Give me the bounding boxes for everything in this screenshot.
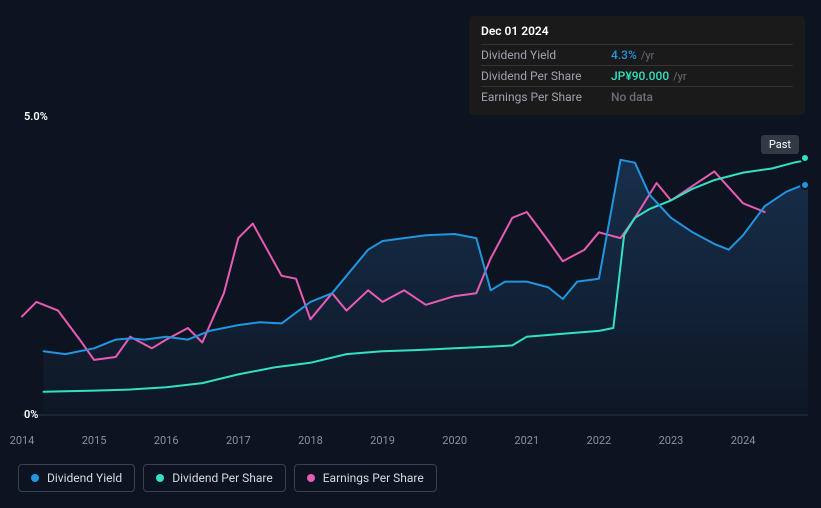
- series-end-dot: [800, 180, 810, 190]
- legend-label: Dividend Per Share: [172, 471, 273, 485]
- legend: Dividend Yield Dividend Per Share Earnings…: [18, 464, 437, 492]
- tooltip-row-value: 4.3%: [611, 48, 637, 62]
- tooltip-row-value: No data: [611, 90, 653, 104]
- x-axis-tick: 2022: [587, 434, 612, 447]
- legend-label: Earnings Per Share: [323, 471, 424, 485]
- tooltip-row-unit: /yr: [641, 49, 654, 62]
- tooltip-row-label: Dividend Yield: [481, 48, 611, 62]
- tooltip-row: Dividend Per ShareJP¥90.000/yr: [481, 65, 793, 86]
- legend-swatch: [307, 474, 315, 482]
- x-axis-tick: 2018: [298, 434, 323, 447]
- tooltip-row-value: JP¥90.000: [611, 69, 669, 83]
- chart-svg: [0, 105, 821, 445]
- past-badge: Past: [761, 135, 799, 154]
- legend-label: Dividend Yield: [47, 471, 122, 485]
- x-axis: 2014 2015 2016 2017 2018 2019 2020 2021 2022 2023…: [0, 434, 821, 450]
- legend-swatch: [156, 474, 164, 482]
- x-axis-tick: 2024: [731, 434, 756, 447]
- tooltip-row-label: Earnings Per Share: [481, 90, 611, 104]
- legend-item[interactable]: Earnings Per Share: [294, 464, 437, 492]
- chart-tooltip: Dec 01 2024 Dividend Yield4.3%/yrDividen…: [469, 16, 805, 115]
- tooltip-row-label: Dividend Per Share: [481, 69, 611, 83]
- tooltip-row: Earnings Per ShareNo data: [481, 86, 793, 107]
- tooltip-date: Dec 01 2024: [481, 24, 793, 44]
- x-axis-tick: 2016: [154, 434, 179, 447]
- y-axis-min-label: 0%: [24, 408, 38, 421]
- x-axis-tick: 2015: [82, 434, 107, 447]
- tooltip-row-unit: /yr: [673, 70, 686, 83]
- legend-item[interactable]: Dividend Yield: [18, 464, 135, 492]
- x-axis-tick: 2014: [10, 434, 35, 447]
- chart-area[interactable]: 5.0% 0% Past: [0, 105, 821, 445]
- x-axis-tick: 2021: [514, 434, 539, 447]
- y-axis-max-label: 5.0%: [24, 110, 48, 123]
- legend-swatch: [31, 474, 39, 482]
- x-axis-tick: 2017: [226, 434, 251, 447]
- x-axis-tick: 2019: [370, 434, 395, 447]
- legend-item[interactable]: Dividend Per Share: [143, 464, 286, 492]
- tooltip-row: Dividend Yield4.3% /yr: [481, 44, 793, 65]
- x-axis-tick: 2023: [659, 434, 684, 447]
- x-axis-tick: 2020: [442, 434, 467, 447]
- series-end-dot: [800, 153, 810, 163]
